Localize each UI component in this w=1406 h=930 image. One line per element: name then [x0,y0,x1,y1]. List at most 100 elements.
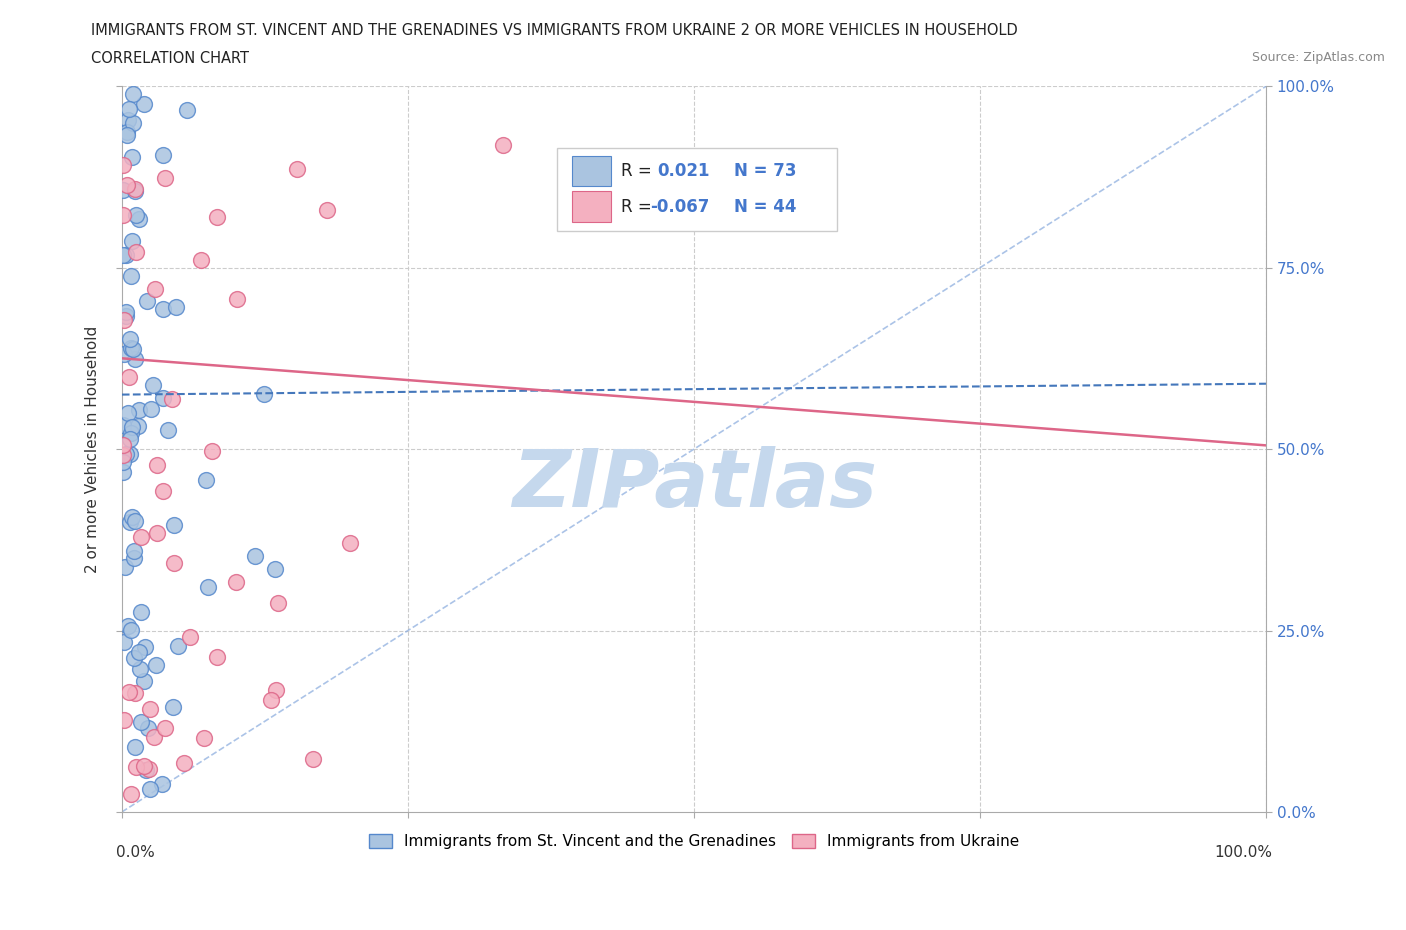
Text: -0.067: -0.067 [651,197,710,216]
Text: ZIPatlas: ZIPatlas [512,446,876,525]
Point [226,291,249,306]
Point [117,125,139,140]
Point [173,755,195,770]
Point [122,650,145,665]
Point [112,455,135,470]
Point [253,386,276,401]
Point [136,294,159,309]
Point [122,86,145,101]
Point [117,113,139,127]
Point [135,763,157,777]
Point [118,101,141,116]
Point [152,301,174,316]
Point [146,458,169,472]
Point [146,525,169,540]
Point [243,549,266,564]
Point [201,444,224,458]
Point [145,658,167,672]
Point [142,379,165,393]
FancyBboxPatch shape [572,156,610,186]
Point [129,529,152,544]
Point [118,514,141,529]
Point [143,282,166,297]
Point [139,402,162,417]
Point [115,305,138,320]
Point [122,341,145,356]
Point [112,157,135,172]
Point [111,448,134,463]
Point [132,674,155,689]
Point [111,182,134,197]
Point [124,182,146,197]
Point [205,650,228,665]
Point [112,247,135,262]
Point [285,162,308,177]
Point [124,685,146,700]
Point [266,683,288,698]
FancyBboxPatch shape [557,148,837,232]
Point [121,233,143,248]
Point [152,148,174,163]
Point [128,211,150,226]
Point [139,782,162,797]
Point [197,579,219,594]
Point [114,559,136,574]
Point [193,730,215,745]
Point [129,714,152,729]
Point [120,332,142,347]
Point [111,464,134,479]
Point [117,619,139,634]
Point [179,630,201,644]
Point [111,438,134,453]
Point [118,432,141,446]
Point [152,777,174,791]
Point [118,684,141,699]
Text: N = 73: N = 73 [734,162,797,180]
Point [339,536,361,551]
Point [120,623,142,638]
Point [260,693,283,708]
Point [120,787,142,802]
Text: R =: R = [621,162,662,180]
Point [120,269,142,284]
Point [138,762,160,777]
Point [160,392,183,406]
Point [153,721,176,736]
Point [114,446,136,461]
Point [267,595,290,610]
Text: IMMIGRANTS FROM ST. VINCENT AND THE GRENADINES VS IMMIGRANTS FROM UKRAINE 2 OR M: IMMIGRANTS FROM ST. VINCENT AND THE GREN… [91,23,1018,38]
Point [112,347,135,362]
Point [163,518,186,533]
FancyBboxPatch shape [572,192,610,222]
Point [115,247,138,262]
Point [125,207,148,222]
Point [115,127,138,142]
Text: 0.021: 0.021 [658,162,710,180]
Y-axis label: 2 or more Vehicles in Household: 2 or more Vehicles in Household [86,326,100,573]
Point [111,418,134,432]
Point [124,513,146,528]
Point [139,702,162,717]
Point [190,252,212,267]
Point [121,419,143,434]
Point [115,309,138,324]
Legend: Immigrants from St. Vincent and the Grenadines, Immigrants from Ukraine: Immigrants from St. Vincent and the Gren… [363,828,1025,856]
Point [128,644,150,659]
Text: 100.0%: 100.0% [1213,844,1272,859]
Point [124,351,146,365]
Point [128,403,150,418]
Point [134,640,156,655]
Point [112,712,135,727]
Point [491,138,513,153]
Point [165,300,187,315]
Point [118,446,141,461]
Point [132,97,155,112]
Text: 0.0%: 0.0% [117,844,155,859]
Point [167,639,190,654]
Point [122,551,145,565]
Point [117,405,139,420]
Text: CORRELATION CHART: CORRELATION CHART [91,51,249,66]
Point [176,102,198,117]
Point [125,245,148,259]
Point [195,473,218,488]
